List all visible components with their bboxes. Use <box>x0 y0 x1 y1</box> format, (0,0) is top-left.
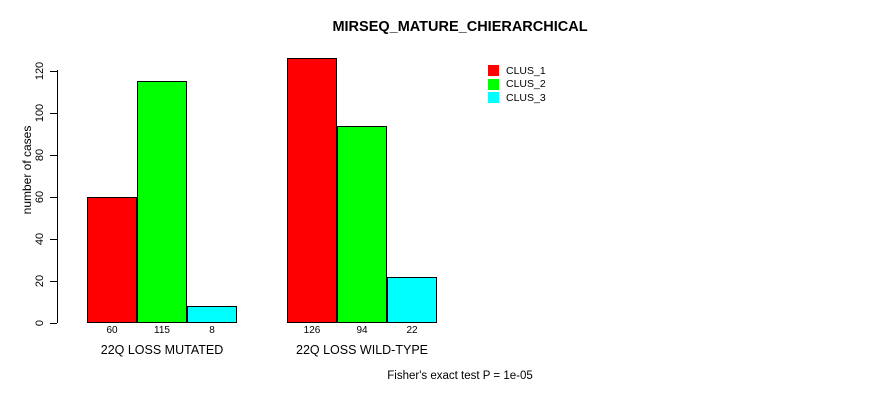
legend-item: CLUS_3 <box>488 91 546 105</box>
legend-label: CLUS_3 <box>506 91 546 104</box>
y-tick-label-text: 40 <box>34 232 46 246</box>
legend-item: CLUS_2 <box>488 78 546 92</box>
y-axis-label-text: number of cases <box>20 125 34 215</box>
chart-title: MIRSEQ_MATURE_CHIERARCHICAL <box>332 19 588 35</box>
y-tick-mark <box>50 281 57 282</box>
legend-color-swatch <box>488 78 499 90</box>
legend-item: CLUS_1 <box>488 64 546 78</box>
bar-clus_3-group2 <box>387 277 437 323</box>
bar-value-label: 126 <box>303 325 321 336</box>
y-tick-label-text: 0 <box>34 319 46 327</box>
bar-clus_2-group2 <box>337 126 387 323</box>
bar-value-label: 60 <box>106 325 118 336</box>
y-tick-mark <box>50 323 57 324</box>
y-tick-mark <box>50 71 57 72</box>
bar-clus_2-group1 <box>137 81 187 323</box>
y-tick-label-text: 120 <box>34 61 46 81</box>
annotation-text: Fisher's exact test P = 1e-05 <box>387 370 533 382</box>
y-tick-mark <box>50 197 57 198</box>
bar-clus_1-group1 <box>87 197 137 323</box>
y-tick-label-text: 20 <box>34 274 46 288</box>
bar-value-label: 22 <box>406 325 418 336</box>
x-category-label: 22Q LOSS WILD-TYPE <box>296 343 428 357</box>
bar-value-label: 8 <box>209 325 215 336</box>
y-tick-label-text: 80 <box>34 148 46 162</box>
legend: CLUS_1 CLUS_2 CLUS_3 <box>488 64 546 105</box>
legend-color-swatch <box>488 92 499 104</box>
x-category-label: 22Q LOSS MUTATED <box>100 343 224 357</box>
y-axis-line <box>57 70 58 323</box>
legend-label: CLUS_2 <box>506 78 546 91</box>
legend-label: CLUS_1 <box>506 64 546 77</box>
bar-clus_1-group2 <box>287 58 337 323</box>
y-tick-mark <box>50 155 57 156</box>
y-tick-label-text: 100 <box>34 103 46 123</box>
bar-clus_3-group1 <box>187 306 237 323</box>
bar-value-label: 115 <box>154 325 170 336</box>
y-tick-label-text: 60 <box>34 190 46 204</box>
y-tick-mark <box>50 113 57 114</box>
y-tick-mark <box>50 239 57 240</box>
legend-color-swatch <box>488 65 499 77</box>
bar-value-label: 94 <box>356 325 368 336</box>
